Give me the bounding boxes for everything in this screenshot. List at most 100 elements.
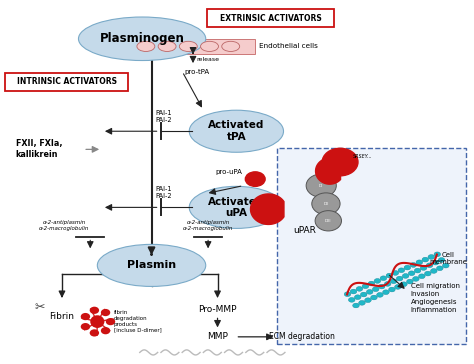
Ellipse shape — [90, 329, 99, 337]
Ellipse shape — [414, 268, 421, 273]
Ellipse shape — [384, 281, 391, 286]
Ellipse shape — [402, 274, 409, 278]
Ellipse shape — [315, 211, 341, 231]
Text: Fibrin: Fibrin — [49, 312, 74, 321]
Text: EXTRINSIC ACTIVATORS: EXTRINSIC ACTIVATORS — [219, 14, 321, 23]
Ellipse shape — [428, 254, 435, 259]
Text: α-2-antiplasmin
α-2-macroglobulin: α-2-antiplasmin α-2-macroglobulin — [183, 220, 233, 230]
Text: uPAR: uPAR — [293, 226, 316, 236]
Ellipse shape — [158, 41, 176, 51]
Ellipse shape — [416, 260, 423, 265]
Ellipse shape — [419, 274, 425, 278]
FancyBboxPatch shape — [5, 73, 128, 91]
Ellipse shape — [443, 263, 449, 268]
Ellipse shape — [422, 257, 428, 262]
Ellipse shape — [348, 297, 355, 302]
Ellipse shape — [378, 284, 385, 289]
Ellipse shape — [407, 279, 413, 284]
Text: α-2-antiplasmin
α-2-macroglobulin: α-2-antiplasmin α-2-macroglobulin — [39, 220, 90, 230]
Ellipse shape — [359, 301, 365, 305]
Ellipse shape — [389, 287, 395, 292]
Text: MMP: MMP — [207, 332, 228, 341]
Text: DI: DI — [319, 183, 323, 187]
Text: fibrin
degradation
products
[incluse D-dimer]: fibrin degradation products [incluse D-d… — [114, 310, 162, 333]
Polygon shape — [81, 318, 97, 322]
Text: Cell
membrane: Cell membrane — [429, 252, 467, 265]
Ellipse shape — [97, 244, 206, 286]
Ellipse shape — [360, 292, 367, 297]
Text: PAI-1
PAI-2: PAI-1 PAI-2 — [155, 110, 172, 123]
FancyBboxPatch shape — [207, 9, 335, 27]
Ellipse shape — [368, 281, 375, 286]
Ellipse shape — [365, 298, 371, 302]
Ellipse shape — [362, 284, 369, 289]
Ellipse shape — [312, 193, 340, 215]
Ellipse shape — [90, 315, 104, 328]
Ellipse shape — [394, 285, 401, 289]
Ellipse shape — [380, 276, 387, 281]
Ellipse shape — [246, 172, 265, 186]
Polygon shape — [97, 319, 114, 322]
Text: pro-tPA: pro-tPA — [184, 68, 210, 75]
Ellipse shape — [437, 266, 443, 270]
Polygon shape — [97, 309, 105, 322]
Ellipse shape — [79, 17, 206, 60]
Ellipse shape — [373, 287, 379, 292]
Ellipse shape — [106, 318, 115, 325]
Text: pro-uPA: pro-uPA — [216, 169, 243, 175]
Ellipse shape — [432, 260, 439, 265]
Polygon shape — [251, 194, 284, 225]
FancyBboxPatch shape — [138, 39, 255, 54]
Ellipse shape — [189, 186, 283, 229]
Ellipse shape — [179, 41, 197, 51]
Polygon shape — [91, 308, 97, 322]
Text: release: release — [196, 57, 219, 62]
Ellipse shape — [391, 279, 397, 284]
Ellipse shape — [396, 276, 403, 281]
FancyBboxPatch shape — [277, 148, 466, 344]
Text: ECM degradation: ECM degradation — [269, 332, 335, 341]
Ellipse shape — [438, 258, 445, 262]
Ellipse shape — [189, 110, 283, 152]
Ellipse shape — [101, 327, 110, 334]
Ellipse shape — [90, 306, 99, 314]
Ellipse shape — [222, 41, 240, 51]
Ellipse shape — [356, 286, 363, 291]
Ellipse shape — [201, 41, 219, 51]
Text: Plasminogen: Plasminogen — [100, 32, 184, 45]
Ellipse shape — [377, 293, 383, 297]
Ellipse shape — [430, 269, 437, 273]
Text: DIII: DIII — [325, 219, 331, 223]
Text: INTRINSIC ACTIVATORS: INTRINSIC ACTIVATORS — [17, 77, 117, 86]
Ellipse shape — [426, 263, 433, 268]
Ellipse shape — [350, 289, 357, 294]
Ellipse shape — [408, 271, 415, 276]
Ellipse shape — [425, 271, 431, 276]
Text: Activated
tPA: Activated tPA — [208, 120, 264, 142]
Polygon shape — [97, 322, 110, 331]
Ellipse shape — [434, 252, 441, 257]
Text: Activated
uPA: Activated uPA — [208, 197, 264, 218]
Ellipse shape — [386, 273, 392, 278]
Ellipse shape — [306, 174, 337, 197]
Ellipse shape — [404, 265, 410, 270]
Text: FXII, FXIa,
kallikrein: FXII, FXIa, kallikrein — [16, 139, 62, 159]
Text: DII: DII — [323, 202, 328, 206]
Ellipse shape — [392, 270, 399, 275]
Ellipse shape — [412, 277, 419, 281]
Ellipse shape — [366, 289, 373, 294]
Ellipse shape — [81, 323, 90, 330]
Ellipse shape — [81, 313, 90, 320]
Text: Plasmin: Plasmin — [127, 260, 176, 270]
Ellipse shape — [398, 268, 405, 273]
Ellipse shape — [355, 295, 361, 300]
Ellipse shape — [371, 295, 377, 300]
Ellipse shape — [410, 262, 417, 267]
Ellipse shape — [420, 266, 427, 270]
Ellipse shape — [401, 282, 407, 286]
Text: SRSEY...: SRSEY... — [353, 154, 373, 159]
Ellipse shape — [101, 309, 110, 316]
Ellipse shape — [137, 41, 155, 51]
Ellipse shape — [374, 278, 381, 283]
Polygon shape — [84, 322, 97, 330]
